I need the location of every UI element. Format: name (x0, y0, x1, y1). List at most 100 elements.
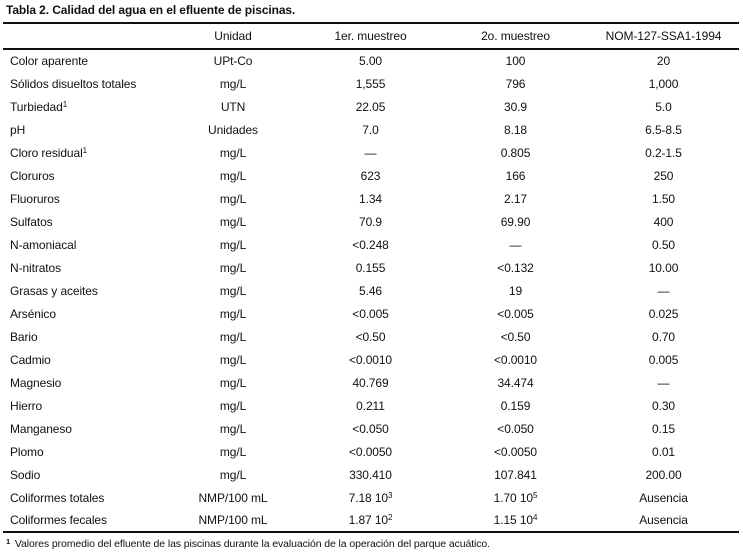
value-cell: mg/L (219, 375, 247, 390)
header-row: Unidad 1er. muestreo 2o. muestreo NOM-127-S… (3, 23, 739, 49)
value-cell: mg/L (219, 306, 247, 321)
value-cell: <0.0010 (348, 352, 392, 367)
value-cell: 107.841 (494, 467, 537, 482)
parameter-cell: Coliformes fecales (10, 513, 107, 527)
value-cell: 0.70 (652, 329, 675, 344)
water-quality-table: Unidad 1er. muestreo 2o. muestreo NOM-127-S… (3, 22, 739, 533)
value-cell: NMP/100 mL (198, 513, 268, 527)
value-cell: 70.9 (359, 214, 382, 229)
value-cell: 0.15 (652, 421, 675, 436)
value-cell: 1.15 104 (493, 513, 538, 527)
value-cell: mg/L (219, 214, 247, 229)
column-header-sample-1: 1er. muestreo (334, 29, 407, 43)
value-cell: <0.050 (497, 421, 534, 436)
value-cell: 20 (656, 54, 671, 68)
table-row: Arsénico mg/L <0.005 <0.005 0.025 (3, 302, 739, 325)
value-cell: 0.025 (648, 306, 679, 321)
value-cell: 0.01 (652, 444, 675, 459)
parameter-cell: Manganeso (10, 421, 72, 436)
value-cell: <0.005 (352, 306, 389, 321)
parameter-cell: Sólidos disueltos totales (10, 76, 137, 91)
table-row: Sólidos disueltos totales mg/L 1,555 796 1,0… (3, 72, 739, 95)
table-row: Magnesio mg/L 40.769 34.474 — (3, 371, 739, 394)
parameter-cell: N-amoniacal (10, 237, 77, 252)
value-cell: 5.0 (655, 99, 672, 114)
value-cell: mg/L (219, 444, 247, 459)
parameter-cell: Cloro residual1 (10, 145, 87, 160)
parameter-cell: Hierro (10, 398, 43, 413)
table-row: Turbiedad1 UTN 22.05 30.9 5.0 (3, 95, 739, 118)
parameter-cell: Plomo (10, 444, 44, 459)
value-cell: 1.34 (359, 191, 382, 206)
parameter-cell: Cloruros (10, 168, 55, 183)
value-cell: NMP/100 mL (198, 490, 268, 505)
value-cell: 250 (653, 168, 674, 183)
value-cell: Ausencia (639, 513, 688, 527)
value-cell: 100 (505, 54, 526, 68)
value-cell: UTN (220, 99, 246, 114)
table-row: Grasas y aceites mg/L 5.46 19 — (3, 279, 739, 302)
value-cell: 0.805 (500, 145, 531, 160)
value-cell: 34.474 (497, 375, 534, 390)
value-cell: <0.005 (497, 306, 534, 321)
table-header: Unidad 1er. muestreo 2o. muestreo NOM-127-S… (3, 23, 739, 49)
table-row: Sulfatos mg/L 70.9 69.90 400 (3, 210, 739, 233)
value-cell: 1,555 (355, 76, 386, 91)
value-cell: 0.159 (500, 398, 531, 413)
value-cell: Unidades (208, 122, 258, 137)
value-cell: 6.5-8.5 (645, 122, 682, 137)
table-row: N-nitratos mg/L 0.155 <0.132 10.00 (3, 256, 739, 279)
table-row: Color aparente UPt-Co 5.00 100 20 (3, 49, 739, 72)
value-cell: 30.9 (504, 99, 527, 114)
parameter-cell: N-nitratos (10, 260, 62, 275)
table-row: Fluoruros mg/L 1.34 2.17 1.50 (3, 187, 739, 210)
parameter-cell: Grasas y aceites (10, 283, 98, 298)
value-cell: 0.50 (652, 237, 675, 252)
table-row: pH Unidades 7.0 8.18 6.5-8.5 (3, 118, 739, 141)
table-row: Sodio mg/L 330.410 107.841 200.00 (3, 463, 739, 486)
value-cell: 330.410 (349, 467, 392, 482)
parameter-cell: Arsénico (10, 306, 56, 321)
value-cell: <0.0010 (493, 352, 537, 367)
value-cell: mg/L (219, 352, 247, 367)
value-cell: mg/L (219, 237, 247, 252)
parameter-cell: Bario (10, 329, 38, 344)
value-cell: mg/L (219, 329, 247, 344)
parameter-cell: Magnesio (10, 375, 62, 390)
value-cell: 1.50 (652, 191, 675, 206)
value-cell: 8.18 (504, 122, 527, 137)
parameter-cell: Color aparente (10, 54, 88, 68)
value-cell: 19 (508, 283, 523, 298)
table-row: Manganeso mg/L <0.050 <0.050 0.15 (3, 417, 739, 440)
value-cell: UPt-Co (213, 54, 253, 68)
parameter-cell: Sodio (10, 467, 41, 482)
table-row: Coliformes fecales NMP/100 mL 1.87 102 1.15… (3, 509, 739, 532)
value-cell: 40.769 (352, 375, 389, 390)
table-row: Plomo mg/L <0.0050 <0.0050 0.01 (3, 440, 739, 463)
value-cell: 1,000 (648, 76, 679, 91)
value-cell: Ausencia (639, 490, 688, 505)
parameter-cell: Coliformes totales (10, 490, 105, 505)
footnote: 1 Valores promedio del efluente de las p… (6, 537, 490, 550)
value-cell: 0.211 (356, 398, 385, 413)
parameter-cell: Sulfatos (10, 214, 53, 229)
value-cell: mg/L (219, 398, 247, 413)
value-cell: 0.155 (355, 260, 386, 275)
value-cell: <0.50 (500, 329, 531, 344)
value-cell: 400 (653, 214, 674, 229)
value-cell: — (657, 375, 670, 390)
value-cell: 2.17 (504, 191, 527, 206)
value-cell: 200.00 (645, 467, 682, 482)
value-cell: <0.0050 (493, 444, 537, 459)
value-cell: 623 (360, 168, 381, 183)
value-cell: mg/L (219, 260, 247, 275)
column-header-sample-2: 2o. muestreo (481, 29, 550, 43)
value-cell: mg/L (219, 145, 247, 160)
value-cell: — (657, 283, 670, 298)
value-cell: 5.00 (359, 54, 382, 68)
value-cell: mg/L (219, 168, 247, 183)
table-row: Cloruros mg/L 623 166 250 (3, 164, 739, 187)
value-cell: <0.132 (497, 260, 534, 275)
column-header-nom: NOM-127-SSA1-1994 (605, 29, 722, 43)
